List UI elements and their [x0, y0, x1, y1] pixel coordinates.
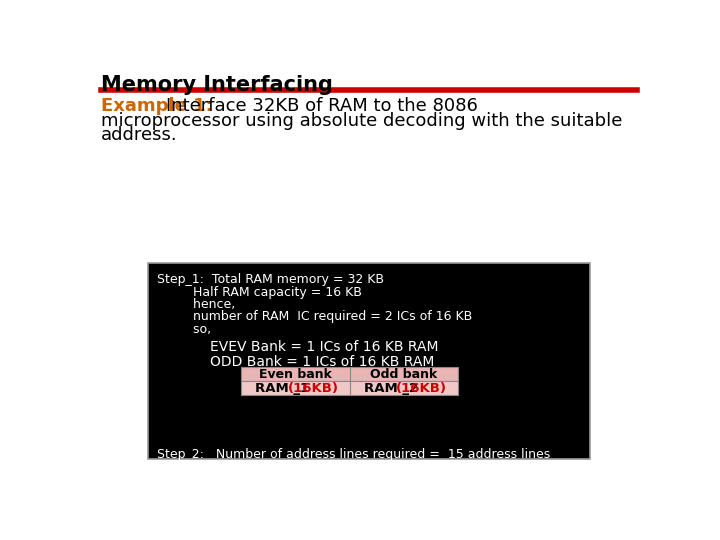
Text: number of RAM  IC required = 2 ICs of 16 KB: number of RAM IC required = 2 ICs of 16 …: [158, 310, 472, 323]
Text: Odd bank: Odd bank: [370, 368, 438, 381]
Text: Step_2:   Number of address lines required =  15 address lines: Step_2: Number of address lines required…: [158, 448, 551, 461]
Text: Example 1:: Example 1:: [101, 97, 212, 115]
Text: Interface 32KB of RAM to the 8086: Interface 32KB of RAM to the 8086: [166, 97, 478, 115]
Text: Step_1:  Total RAM memory = 32 KB: Step_1: Total RAM memory = 32 KB: [158, 273, 384, 286]
FancyBboxPatch shape: [241, 381, 458, 395]
Text: ODD Bank = 1 ICs of 16 KB RAM: ODD Bank = 1 ICs of 16 KB RAM: [210, 355, 434, 369]
FancyBboxPatch shape: [148, 262, 590, 459]
Text: hence,: hence,: [158, 298, 235, 311]
Text: Even bank: Even bank: [259, 368, 332, 381]
Text: (16KB): (16KB): [287, 382, 338, 395]
Text: address.: address.: [101, 126, 177, 144]
Text: RAM _1: RAM _1: [255, 382, 314, 395]
Text: RAM _2: RAM _2: [364, 382, 423, 395]
Text: (16KB): (16KB): [396, 382, 447, 395]
Text: Memory Interfacing: Memory Interfacing: [101, 75, 333, 95]
Text: so,: so,: [158, 323, 212, 336]
Text: microprocessor using absolute decoding with the suitable: microprocessor using absolute decoding w…: [101, 112, 622, 130]
FancyBboxPatch shape: [241, 367, 458, 381]
Text: Half RAM capacity = 16 KB: Half RAM capacity = 16 KB: [158, 286, 362, 299]
Text: EVEV Bank = 1 ICs of 16 KB RAM: EVEV Bank = 1 ICs of 16 KB RAM: [210, 340, 438, 354]
